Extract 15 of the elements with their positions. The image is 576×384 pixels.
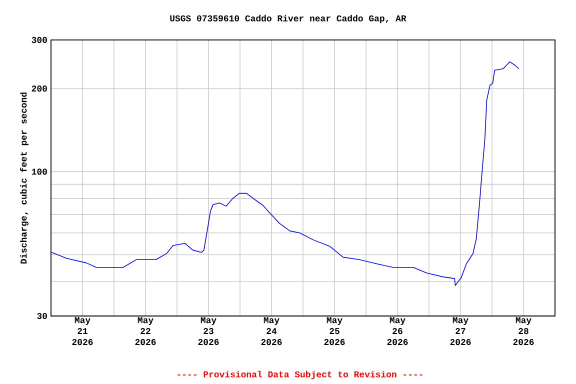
chart-title: USGS 07359610 Caddo River near Caddo Gap, AR xyxy=(170,14,406,24)
x-tick-label: May 25 2026 xyxy=(324,317,345,346)
y-tick-label: 200 xyxy=(32,86,47,92)
x-tick-label: May 28 2026 xyxy=(513,317,534,346)
x-tick-label: May 26 2026 xyxy=(387,317,408,346)
x-tick-label: May 21 2026 xyxy=(72,317,93,346)
text: ---- Provisional Data Subject to Revision ---- xyxy=(178,370,422,380)
x-tick-label: May 27 2026 xyxy=(450,317,471,346)
y-tick-label: 30 xyxy=(37,312,47,320)
x-tick-label: May 24 2026 xyxy=(261,317,282,346)
x-tick-label: May 22 2026 xyxy=(135,317,156,346)
y-axis-title: Discharge, cubic feet per second xyxy=(20,92,28,264)
y-tick-label: 300 xyxy=(32,36,47,44)
x-tick-label: May 23 2026 xyxy=(198,317,219,346)
y-tick-label: 100 xyxy=(32,168,47,175)
